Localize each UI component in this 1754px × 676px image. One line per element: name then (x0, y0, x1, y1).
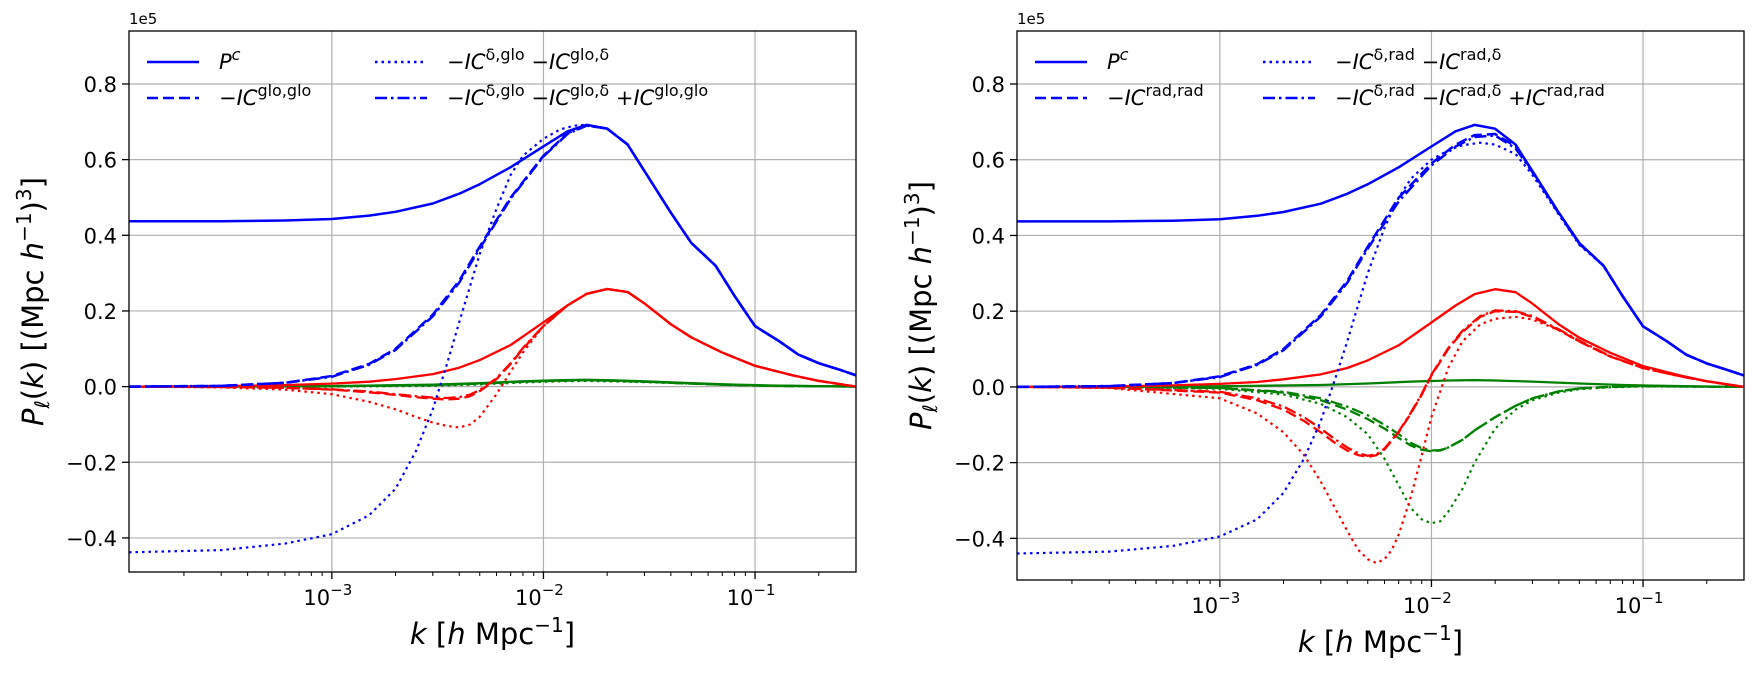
series-line (129, 379, 856, 388)
series-line (129, 123, 856, 554)
y-tick-label: −0.2 (954, 452, 1005, 476)
series-line (129, 124, 856, 388)
x-axis-label: k [h Mpc−1] (1298, 621, 1463, 659)
series-line (129, 124, 856, 388)
y-tick-label: 0.6 (972, 149, 1005, 173)
series-line (1017, 384, 1744, 453)
y-axis-label: Pℓ(k) [(Mpc h−1)3] (900, 181, 942, 430)
series-line (129, 123, 856, 377)
y-tick-label: −0.4 (954, 527, 1005, 551)
series-line (129, 287, 856, 400)
series-line (1017, 309, 1744, 457)
series-line (1017, 132, 1744, 389)
legend-label: −ICrad,rad (1107, 81, 1204, 110)
minor-ticks (183, 572, 820, 576)
series-line (129, 287, 856, 388)
y-tick-label: 0.0 (972, 376, 1005, 400)
chart-panel-left: 10−3 10−2 10−1 −0.4 −0.2 0.0 0.2 0.4 0.6 0.8 1e5 k … (12, 10, 857, 651)
legend-label: −ICglo,glo (219, 81, 311, 110)
legend-label: −ICδ,glo −ICglo,δ +ICglo,glo (447, 81, 708, 110)
y-tick-label: 0.0 (84, 376, 117, 400)
series-group (129, 123, 856, 554)
series-line (1017, 141, 1744, 555)
y-tick-label: 0.4 (972, 224, 1005, 248)
series-line (129, 287, 856, 429)
series-line (1017, 134, 1744, 389)
legend-label: −ICδ,rad −ICrad,δ (1335, 45, 1501, 74)
y-tick-label: 0.2 (84, 300, 117, 324)
y-tick-label: 0.4 (84, 224, 117, 248)
x-tick-label: 10−2 (1403, 589, 1452, 618)
legend-label: Pc (1107, 45, 1129, 74)
y-tick-label: −0.2 (66, 451, 117, 475)
y-offset-label: 1e5 (1017, 10, 1045, 28)
y-tick-label: 0.8 (84, 73, 117, 97)
series-line (1017, 315, 1744, 565)
legend: Pc −ICglo,glo −ICδ,glo −ICglo,δ −ICδ,glo … (147, 45, 708, 110)
series-line (1017, 384, 1744, 452)
x-tick-label: 10−1 (1615, 589, 1664, 618)
x-axis-label: k [h Mpc−1] (410, 613, 575, 651)
y-tick-label: −0.4 (66, 527, 117, 551)
series-line (1017, 288, 1744, 389)
plot-frame (128, 30, 857, 573)
y-tick-label: 0.8 (972, 73, 1005, 97)
y-offset-label: 1e5 (129, 10, 157, 28)
legend: Pc −ICrad,rad −ICδ,rad −ICrad,δ −ICδ,rad … (1035, 45, 1605, 110)
y-tick-label: 0.2 (972, 300, 1005, 324)
y-tick-label: 0.6 (84, 149, 117, 173)
series-line (129, 287, 856, 401)
minor-ticks (1071, 580, 1708, 584)
chart-panel-right: 10−3 10−2 10−1 −0.4 −0.2 0.0 0.2 0.4 0.6 0.8 1e5 k … (900, 10, 1745, 659)
x-tick-label: 10−2 (515, 581, 564, 610)
legend-label: Pc (219, 45, 241, 74)
x-tick-label: 10−3 (303, 581, 352, 610)
legend-label: −ICδ,rad −ICrad,δ +ICrad,rad (1335, 81, 1605, 110)
series-line (1017, 385, 1744, 525)
series-line (1017, 123, 1744, 377)
x-tick-label: 10−3 (1191, 589, 1240, 618)
plot-frame (1016, 30, 1745, 581)
legend-label: −ICδ,glo −ICglo,δ (447, 45, 609, 74)
y-axis-label: Pℓ(k) [(Mpc h−1)3] (12, 177, 54, 426)
x-tick-label: 10−1 (727, 581, 776, 610)
series-group (1017, 123, 1744, 565)
